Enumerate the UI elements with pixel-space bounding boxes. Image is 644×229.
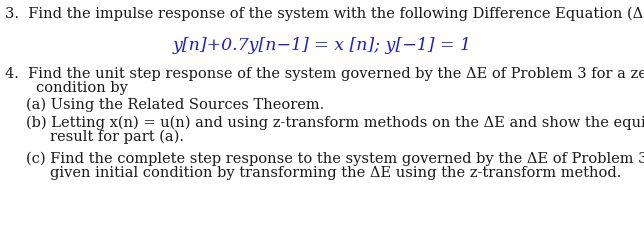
Text: condition by: condition by: [36, 81, 128, 95]
Text: given initial condition by transforming the ΔE using the z-transform method.: given initial condition by transforming …: [50, 166, 621, 180]
Text: 4.  Find the unit step response of the system governed by the ΔE of Problem 3 fo: 4. Find the unit step response of the sy…: [5, 67, 644, 81]
Text: y[n]+0.7y[n−1] = x [n]; y[−1] = 1: y[n]+0.7y[n−1] = x [n]; y[−1] = 1: [173, 37, 471, 54]
Text: (b) Letting x(n) = u(n) and using z-transform methods on the ΔE and show the equ: (b) Letting x(n) = u(n) and using z-tran…: [26, 116, 644, 130]
Text: (a) Using the Related Sources Theorem.: (a) Using the Related Sources Theorem.: [26, 98, 324, 112]
Text: 3.  Find the impulse response of the system with the following Difference Equati: 3. Find the impulse response of the syst…: [5, 7, 644, 21]
Text: result for part (a).: result for part (a).: [50, 130, 184, 144]
Text: (c) Find the complete step response to the system governed by the ΔE of Problem : (c) Find the complete step response to t…: [26, 152, 644, 166]
